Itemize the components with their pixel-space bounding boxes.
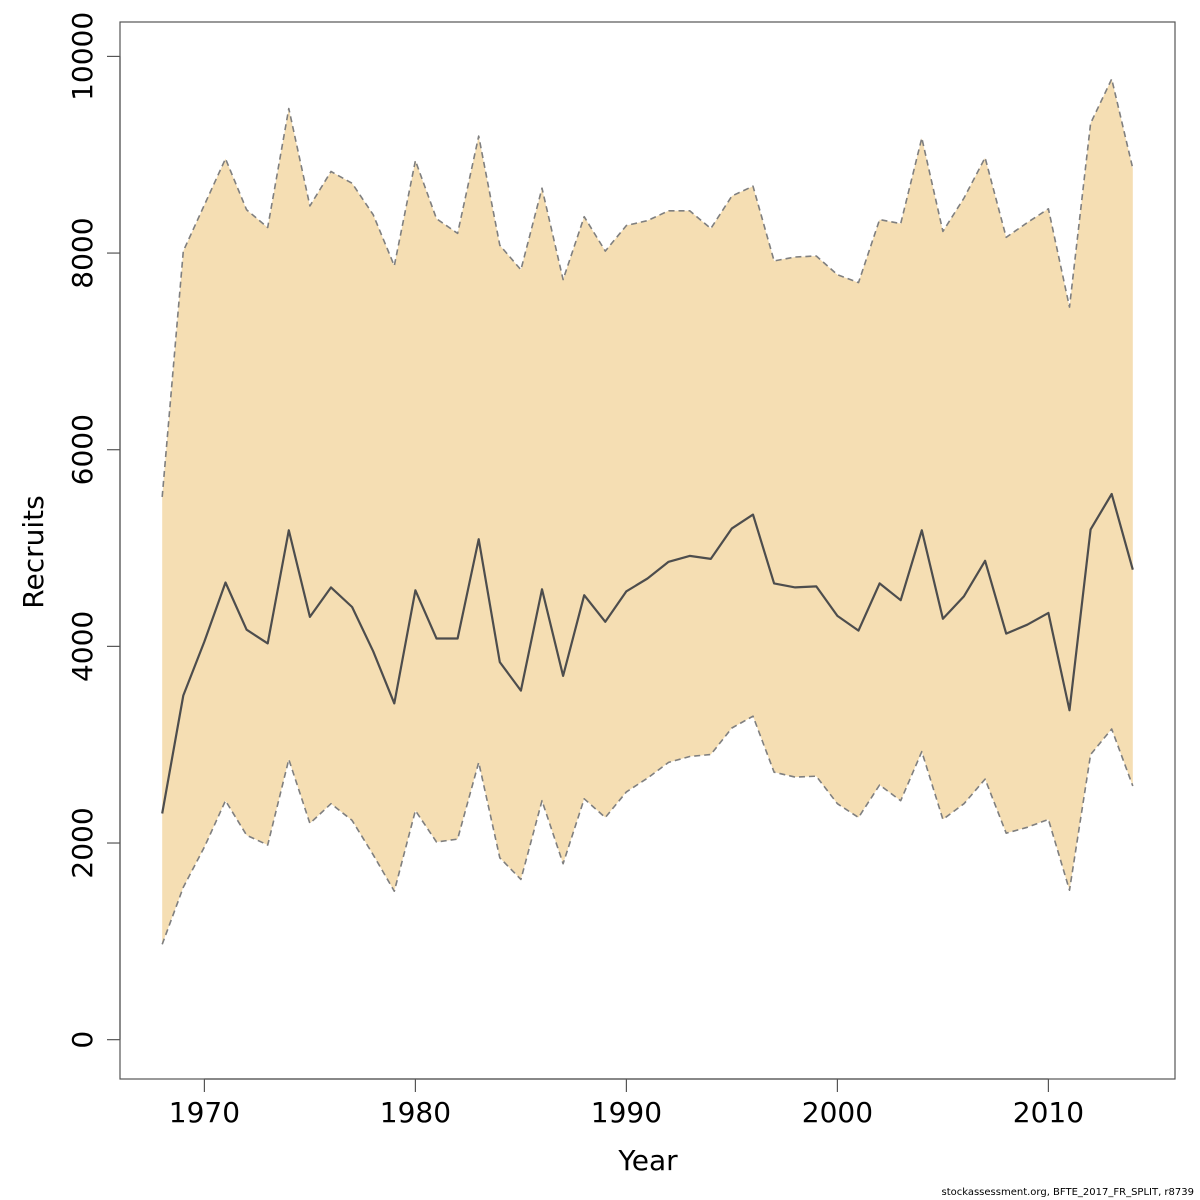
confidence-band <box>162 79 1133 945</box>
plot-area <box>161 78 1134 945</box>
lower-bound-line <box>161 715 1134 945</box>
x-tick-label: 1980 <box>380 1096 451 1129</box>
y-axis: 0 2000 4000 6000 8000 10000 <box>66 12 121 1049</box>
x-axis-label: Year <box>617 1144 678 1177</box>
y-tick-label: 6000 <box>66 414 99 485</box>
x-tick-label: 1970 <box>169 1096 240 1129</box>
y-axis-label: Recruits <box>17 495 50 608</box>
x-tick-label: 2010 <box>1013 1096 1084 1129</box>
x-tick-label: 2000 <box>802 1096 873 1129</box>
footer-credit: stockassessment.org, BFTE_2017_FR_SPLIT,… <box>941 1187 1194 1198</box>
y-tick-label: 8000 <box>66 217 99 288</box>
y-tick-label: 4000 <box>66 611 99 682</box>
y-tick-label: 0 <box>66 1031 99 1049</box>
estimate-line <box>161 492 1134 814</box>
x-tick-label: 1990 <box>591 1096 662 1129</box>
x-axis: 1970 1980 1990 2000 2010 <box>169 1078 1084 1129</box>
y-tick-label: 10000 <box>66 12 99 101</box>
y-tick-label: 2000 <box>66 807 99 878</box>
